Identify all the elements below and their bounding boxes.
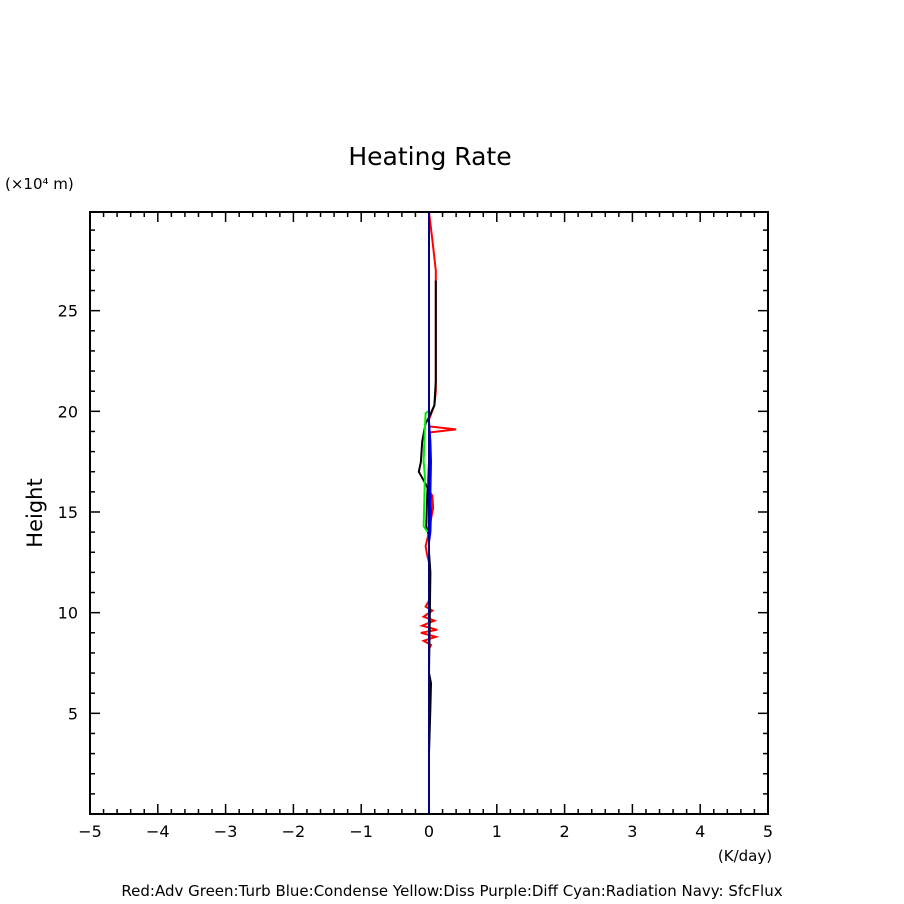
x-tick-label: −5: [78, 822, 102, 841]
x-tick-label: 2: [560, 822, 570, 841]
x-tick-label: 1: [492, 822, 502, 841]
y-tick-label: 25: [58, 302, 78, 321]
x-tick-label: −4: [146, 822, 170, 841]
plot-frame: [89, 211, 769, 815]
x-tick-label: −2: [282, 822, 306, 841]
x-tick-label: −3: [214, 822, 238, 841]
y-tick-label: 10: [58, 604, 78, 623]
series-lines: [417, 211, 457, 814]
y-tick-label: 5: [68, 704, 78, 723]
axis-ticks: −5 −4 −3 −2 −1 0 1 2 3 4 5 5 10 15 20 25: [58, 212, 773, 841]
y-unit-label: (×10⁴ m): [5, 175, 74, 193]
x-axis-label: (K/day): [718, 847, 772, 865]
x-tick-label: −1: [349, 822, 373, 841]
y-axis-label: Height: [23, 478, 47, 547]
series-line-3: [428, 421, 433, 543]
y-tick-label: 20: [58, 402, 78, 421]
x-tick-label: 3: [627, 822, 637, 841]
y-tick-label: 15: [58, 503, 78, 522]
x-tick-label: 4: [695, 822, 705, 841]
x-tick-label: 0: [424, 822, 434, 841]
chart-title: Heating Rate: [348, 142, 511, 171]
x-tick-label: 5: [763, 822, 773, 841]
series-line-2: [422, 410, 429, 533]
legend-text: Red:Adv Green:Turb Blue:Condense Yellow:…: [121, 882, 782, 900]
